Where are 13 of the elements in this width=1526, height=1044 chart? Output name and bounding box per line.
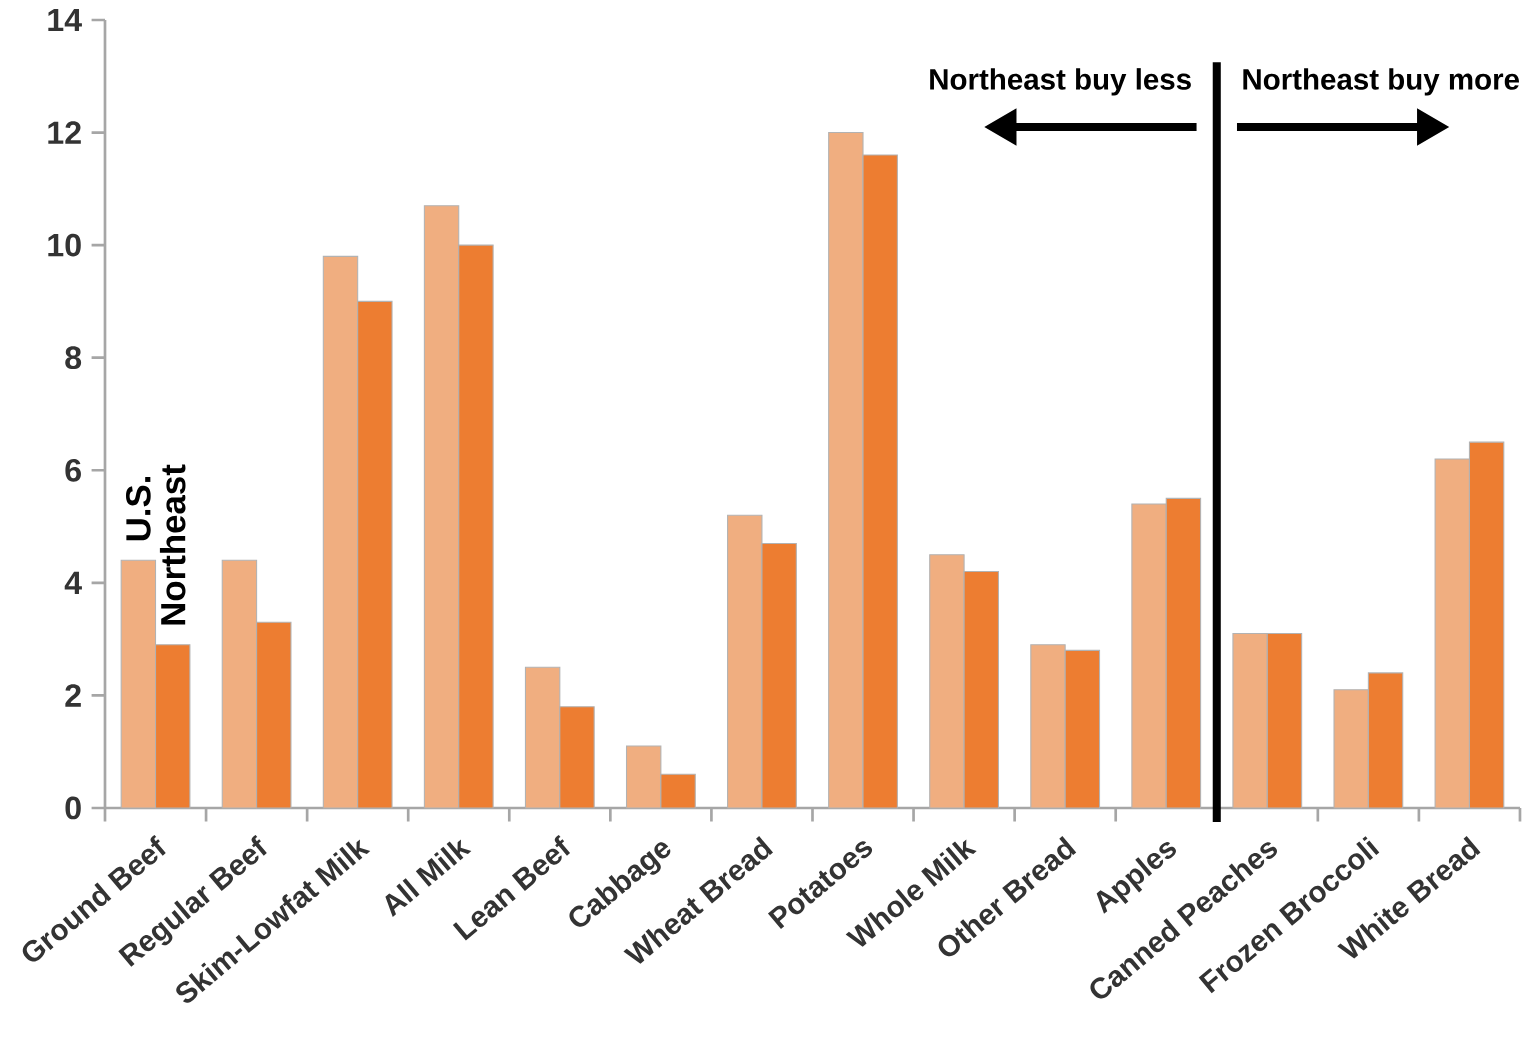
y-tick-label: 4: [64, 571, 82, 594]
annotation: Northeast buy less: [930, 68, 1191, 96]
y-tick-label: 2: [65, 684, 81, 707]
text: Northeast: [159, 464, 186, 625]
x-tick-label: All Milk: [385, 839, 472, 918]
text: U.S.: [126, 477, 151, 541]
y-tick-label: 10: [48, 233, 81, 257]
y-tick-label: 8: [65, 346, 82, 370]
y-tick-label: 6: [65, 458, 81, 482]
annotation: Northeast buy more: [1243, 68, 1519, 96]
y-tick-label: 14: [48, 8, 82, 32]
y-tick-label: 12: [48, 121, 81, 144]
y-tick-label: 0: [65, 796, 81, 820]
